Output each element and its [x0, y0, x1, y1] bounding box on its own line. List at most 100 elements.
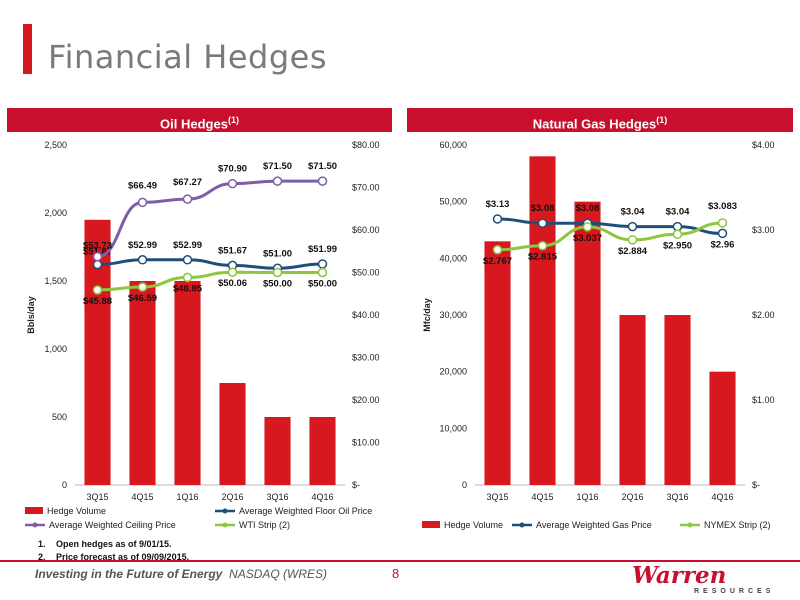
- oil-series-point: [92, 259, 103, 270]
- oil-data-label: $66.49: [128, 180, 157, 191]
- oil-y2-tick-label: $60.00: [352, 225, 380, 235]
- oil-x-tick-label: 3Q16: [266, 492, 288, 502]
- gas-y-tick-label: 40,000: [439, 253, 467, 263]
- footnote-2-text: Price forecast as of 09/09/2015.: [56, 552, 190, 562]
- oil-x-tick-label: 2Q16: [221, 492, 243, 502]
- gas-series-line: [497, 217, 723, 235]
- gas-series-point: [717, 228, 728, 239]
- footnote-2: 2. Price forecast as of 09/09/2015.: [38, 551, 189, 564]
- footer-divider: [0, 560, 800, 562]
- footer-ticker: NASDAQ (WRES): [229, 567, 328, 581]
- oil-y-tick-label: 2,500: [44, 140, 67, 150]
- oil-series-line: [97, 258, 323, 270]
- gas-legend-marker: [687, 522, 693, 528]
- gas-data-label: $2.884: [618, 246, 648, 257]
- gas-series-point: [537, 240, 548, 251]
- gas-x-tick-label: 4Q15: [531, 492, 553, 502]
- gas-bar: [664, 315, 691, 485]
- gas-y-tick-label: 20,000: [439, 367, 467, 377]
- oil-series-point: [137, 197, 148, 208]
- oil-series-point: [137, 255, 148, 265]
- gas-legend-swatch: [422, 521, 440, 528]
- oil-y2-tick-label: $70.00: [352, 183, 380, 193]
- title-accent-bar: [23, 24, 32, 74]
- gas-legend-marker: [519, 522, 525, 528]
- gas-series-line: [497, 221, 723, 252]
- gas-data-label: $3.08: [531, 203, 555, 214]
- oil-data-label: $51.67: [218, 245, 247, 256]
- oil-data-label: $46.59: [128, 293, 157, 304]
- oil-data-label: $45.88: [83, 296, 112, 307]
- oil-y2-tick-label: $80.00: [352, 140, 380, 150]
- oil-y2-tick-label: $30.00: [352, 353, 380, 363]
- gas-data-label: $3.13: [486, 199, 510, 210]
- oil-series-point: [92, 251, 103, 262]
- footnotes: 1. Open hedges as of 9/01/15. 2. Price for…: [38, 538, 189, 564]
- gas-y-axis-label: Mfc/day: [422, 298, 432, 332]
- oil-y-tick-label: 1,500: [44, 276, 67, 286]
- oil-series-point: [182, 194, 193, 204]
- gas-data-label: $2.950: [663, 240, 692, 251]
- footer-tagline-bold: Investing in the Future of Energy: [35, 567, 223, 581]
- gas-x-tick-label: 2Q16: [621, 492, 643, 502]
- oil-legend-label: Hedge Volume: [47, 506, 106, 516]
- gas-bar: [574, 201, 601, 485]
- gas-x-tick-label: 1Q16: [576, 492, 598, 502]
- gas-bar: [619, 315, 646, 485]
- oil-y2-tick-label: $50.00: [352, 268, 380, 278]
- gas-y2-tick-label: $3.00: [752, 225, 775, 235]
- oil-series-point: [137, 282, 148, 292]
- oil-bar: [174, 281, 201, 485]
- oil-legend-label: Average Weighted Ceiling Price: [49, 520, 176, 530]
- gas-legend-label: Hedge Volume: [444, 520, 503, 530]
- oil-series-point: [182, 255, 193, 265]
- oil-data-label: $48.85: [173, 283, 203, 294]
- oil-bar: [129, 281, 156, 485]
- footnote-1: 1. Open hedges as of 9/01/15.: [38, 538, 189, 551]
- footnote-2-num: 2.: [38, 552, 46, 562]
- gas-y2-tick-label: $1.00: [752, 395, 775, 405]
- oil-series-point: [272, 176, 283, 186]
- oil-data-label: $51.99: [308, 244, 337, 255]
- footer-tagline: Investing in the Future of Energy NASDAQ…: [35, 567, 327, 581]
- gas-y-tick-label: 10,000: [439, 423, 467, 433]
- oil-data-label: $70.90: [218, 164, 247, 175]
- gas-legend-label: Average Weighted Gas Price: [536, 520, 652, 530]
- gas-y2-tick-label: $4.00: [752, 140, 775, 150]
- gas-series-point: [672, 229, 683, 239]
- gas-data-label: $3.04: [666, 207, 690, 218]
- gas-hedges-header-label: Natural Gas Hedges: [532, 116, 657, 132]
- gas-series-point: [492, 214, 503, 224]
- oil-series-point: [92, 285, 103, 295]
- oil-legend-label: WTI Strip (2): [239, 520, 290, 530]
- gas-x-tick-label: 3Q15: [486, 492, 508, 502]
- gas-series-point: [537, 218, 548, 228]
- gas-bar: [484, 241, 511, 485]
- oil-y-axis-label: Bbls/day: [26, 296, 36, 334]
- gas-data-label: $3.037: [573, 233, 602, 244]
- oil-y2-tick-label: $20.00: [352, 395, 380, 405]
- oil-y-tick-label: 0: [62, 480, 67, 490]
- oil-series-point: [227, 178, 238, 189]
- gas-y-tick-label: 50,000: [439, 197, 467, 207]
- oil-data-label: $71.50: [263, 161, 292, 172]
- oil-y-tick-label: 1,000: [44, 344, 67, 354]
- oil-series-point: [317, 259, 328, 269]
- gas-data-label: $2.767: [483, 256, 512, 267]
- gas-data-label: $3.083: [708, 201, 737, 212]
- oil-hedges-header-label: Oil Hedges: [160, 116, 228, 132]
- oil-series-point: [317, 267, 328, 278]
- oil-y2-tick-label: $-: [352, 480, 360, 490]
- oil-series-point: [227, 267, 238, 277]
- gas-legend-label: NYMEX Strip (2): [704, 520, 771, 530]
- oil-series-point: [317, 176, 328, 186]
- oil-bar: [264, 417, 291, 485]
- oil-series-point: [272, 267, 283, 278]
- oil-data-label: $50.00: [308, 279, 337, 290]
- gas-y-tick-label: 30,000: [439, 310, 467, 320]
- oil-legend-marker: [222, 522, 228, 528]
- gas-series-point: [492, 245, 503, 255]
- gas-y2-tick-label: $2.00: [752, 310, 775, 320]
- oil-y2-tick-label: $10.00: [352, 438, 380, 448]
- oil-y-tick-label: 2,000: [44, 208, 67, 218]
